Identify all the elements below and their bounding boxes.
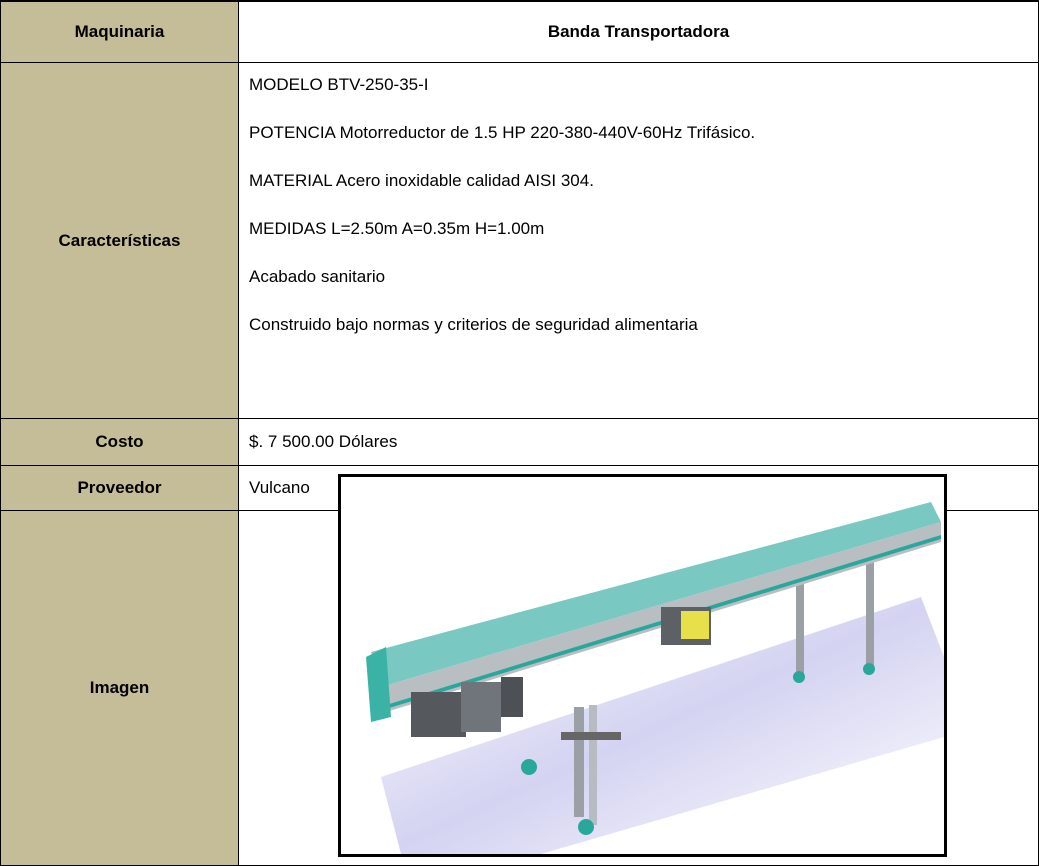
row-value: $. 7 500.00 Dólares bbox=[238, 418, 1039, 466]
feature-list: MODELO BTV-250-35-I POTENCIA Motorreducto… bbox=[238, 62, 1039, 419]
feature-line: MEDIDAS L=2.50m A=0.35m H=1.00m bbox=[249, 219, 545, 238]
supplier: Vulcano bbox=[249, 478, 310, 497]
feature-line: POTENCIA Motorreductor de 1.5 HP 220-380… bbox=[249, 123, 756, 142]
cost: $. 7 500.00 Dólares bbox=[249, 432, 398, 451]
feature-line: Construido bajo normas y criterios de se… bbox=[249, 315, 698, 334]
row-label: Costo bbox=[0, 418, 239, 466]
row-label: Maquinaria bbox=[0, 0, 239, 63]
row-label: Proveedor bbox=[0, 465, 239, 511]
row-label: Imagen bbox=[0, 510, 239, 866]
feature-line: MATERIAL Acero inoxidable calidad AISI 3… bbox=[249, 171, 594, 190]
feature-line: Acabado sanitario bbox=[249, 267, 386, 286]
row-label: Características bbox=[0, 62, 239, 419]
product-image bbox=[338, 474, 947, 857]
conveyor-illustration bbox=[366, 502, 944, 854]
feature-line: MODELO BTV-250-35-I bbox=[249, 75, 429, 94]
row-value: Banda Transportadora bbox=[238, 0, 1039, 63]
